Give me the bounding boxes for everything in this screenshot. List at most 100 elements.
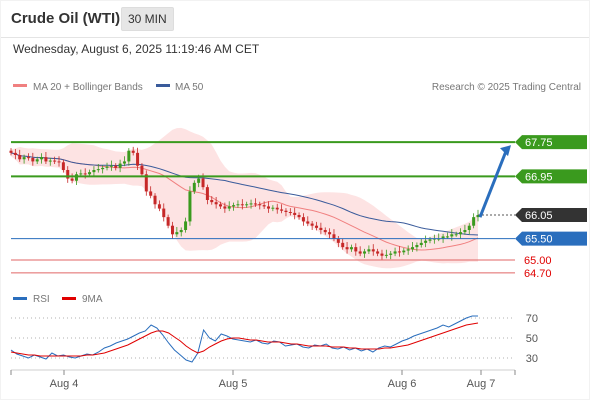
- candle-body: [358, 251, 362, 254]
- candle-body: [293, 212, 297, 215]
- candle-body: [31, 158, 35, 162]
- candle-body: [105, 166, 109, 168]
- rsi-ma-legend-swatch: [62, 297, 76, 300]
- x-axis: Aug 4 Aug 5 Aug 6 Aug 7: [10, 369, 516, 390]
- candle-body: [441, 236, 445, 239]
- candle-body: [240, 204, 244, 206]
- resistance-level-tag: [515, 169, 587, 184]
- ma20-legend-label: MA 20 + Bollinger Bands: [33, 82, 143, 93]
- x-tick-label: Aug 6: [388, 378, 417, 390]
- candle-body: [96, 169, 100, 171]
- candle-body: [332, 234, 336, 239]
- candle-body: [367, 249, 371, 252]
- candle-body: [306, 221, 310, 224]
- candle-body: [227, 206, 231, 209]
- candle-body: [13, 152, 17, 155]
- candle-body: [301, 217, 305, 222]
- candle-body: [415, 245, 419, 248]
- candle-body: [467, 225, 471, 230]
- rsi-tick-label: 70: [526, 313, 538, 325]
- candle-body: [349, 247, 353, 250]
- x-tick-label: Aug 5: [219, 378, 248, 390]
- candle-body: [136, 152, 140, 166]
- candle-body: [144, 174, 148, 192]
- rsi-line: [10, 315, 478, 363]
- ma50-line: [10, 152, 479, 236]
- candle-body: [406, 249, 410, 251]
- candle-body: [162, 208, 166, 218]
- rsi-legend-label: RSI: [33, 294, 50, 305]
- candle-body: [280, 209, 284, 211]
- header: Crude Oil (WTI) 30 MIN: [1, 1, 589, 37]
- rsi-chart: 70 50 30: [10, 313, 538, 365]
- timeframe-selector[interactable]: 30 MIN: [121, 7, 174, 31]
- candle-body: [267, 206, 271, 209]
- candle-body: [371, 249, 375, 252]
- candle-body: [397, 251, 401, 253]
- candle-body: [258, 204, 262, 206]
- forecast-arrow-shaft: [478, 150, 508, 218]
- candle-body: [131, 150, 135, 153]
- candle-body: [384, 254, 388, 256]
- ma50-legend-label: MA 50: [175, 82, 204, 93]
- candle-body: [149, 191, 153, 196]
- candle-body: [88, 172, 92, 175]
- candle-body: [380, 253, 384, 256]
- candle-body: [192, 182, 196, 192]
- candle-body: [118, 163, 122, 168]
- bollinger-band: [11, 127, 478, 269]
- candle-body: [74, 174, 78, 181]
- candle-body: [205, 187, 209, 200]
- candle-body: [275, 207, 279, 210]
- candle-body: [476, 215, 480, 218]
- candle-body: [184, 221, 188, 230]
- candle-body: [319, 227, 323, 230]
- candle-body: [236, 204, 240, 206]
- candle-body: [140, 165, 144, 175]
- legend: MA 20 + Bollinger Bands MA 50 Research ©…: [13, 82, 581, 305]
- candle-body: [297, 215, 301, 218]
- resistance-level-tag: [515, 135, 587, 150]
- candle-body: [214, 202, 218, 205]
- candle-body: [249, 203, 253, 205]
- candle-body: [57, 161, 61, 163]
- candle-body: [472, 217, 476, 226]
- candle-body: [40, 157, 44, 160]
- credit-text: Research © 2025 Trading Central: [432, 82, 581, 93]
- candle-body: [402, 250, 406, 253]
- candle-body: [354, 247, 358, 252]
- candle-body: [201, 178, 205, 188]
- candle-body: [179, 230, 183, 233]
- candle-body: [218, 204, 222, 207]
- candle-body: [393, 251, 397, 254]
- candle-body: [363, 251, 367, 254]
- candle-body: [157, 204, 161, 209]
- candle-body: [48, 160, 52, 162]
- candle-body: [170, 225, 174, 235]
- candle-body: [310, 223, 314, 226]
- candle-body: [245, 204, 249, 206]
- candle-body: [79, 173, 83, 175]
- candle-body: [424, 240, 428, 243]
- candle-body: [428, 239, 432, 241]
- candle-body: [341, 242, 345, 248]
- candle-body: [419, 242, 423, 245]
- candle-body: [376, 251, 380, 254]
- rsi-tick-label: 50: [526, 333, 538, 345]
- candle-body: [70, 178, 74, 181]
- candle-body: [101, 167, 105, 170]
- candle-body: [44, 157, 48, 162]
- candle-body: [463, 230, 467, 233]
- candle-body: [345, 247, 349, 250]
- candle-body: [271, 207, 275, 209]
- support-level-label: 64.70: [524, 268, 552, 280]
- candle-body: [459, 232, 463, 235]
- candle-body: [127, 150, 131, 162]
- candle-body: [223, 206, 227, 209]
- current-level-tag: [515, 208, 587, 222]
- candle-body: [445, 236, 449, 238]
- header-divider: [1, 37, 589, 38]
- timestamp: Wednesday, August 6, 2025 11:19:46 AM CE…: [13, 42, 260, 56]
- rsi-legend-swatch: [13, 297, 27, 300]
